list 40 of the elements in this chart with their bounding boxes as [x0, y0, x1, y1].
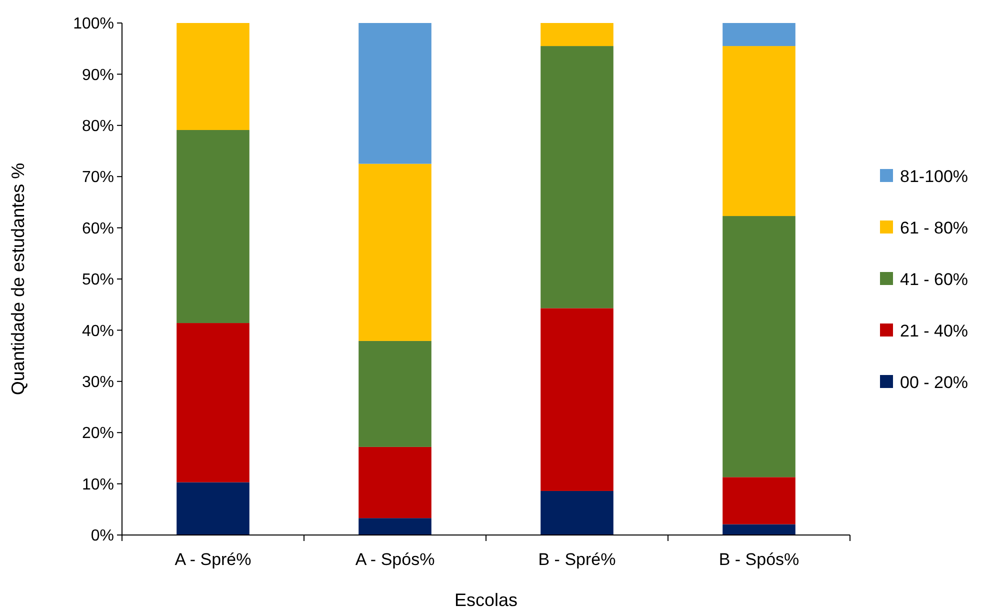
bar [540, 46, 614, 308]
bar [176, 130, 250, 324]
y-tick-label: 30% [82, 374, 114, 391]
y-tick-label: 10% [82, 476, 114, 494]
y-tick-label: 40% [82, 322, 114, 340]
bar [722, 46, 796, 216]
y-tick-label: 50% [82, 272, 114, 289]
y-tick-label: 0% [90, 528, 114, 545]
bar [358, 164, 432, 341]
bar [358, 340, 432, 447]
bar [540, 23, 614, 46]
bar [176, 323, 250, 482]
bar [722, 23, 796, 46]
bar [358, 23, 432, 164]
y-tick-label: 60% [82, 220, 114, 238]
legend-label: 41 - 60% [900, 270, 968, 289]
x-tick-label: B - Spós% [718, 550, 800, 569]
bar [540, 490, 614, 535]
legend-label: 00 - 20% [900, 372, 968, 392]
bar [176, 482, 250, 535]
legend-label: 21 - 40% [900, 321, 968, 340]
bar [176, 23, 250, 130]
y-tick-label: 80% [82, 118, 114, 135]
legend-label: 61 - 80% [900, 218, 968, 238]
bar [722, 216, 796, 478]
bar [358, 518, 432, 535]
y-tick-label: 70% [82, 169, 114, 186]
x-tick-label: B - Spré% [538, 550, 616, 569]
y-axis-title: Quantidade de estudantes % [8, 162, 28, 396]
x-tick-label: A - Spré% [174, 550, 252, 569]
bar [722, 477, 796, 524]
y-tick-label: 100% [73, 16, 114, 33]
bar [358, 446, 432, 518]
y-tick-label: 90% [82, 66, 114, 84]
x-tick-label: A - Spós% [355, 550, 435, 569]
x-axis-title: Escolas [454, 590, 518, 610]
bar [540, 308, 614, 491]
y-tick-label: 20% [82, 425, 114, 442]
legend-label: 81-100% [900, 166, 968, 186]
bar [722, 524, 796, 535]
